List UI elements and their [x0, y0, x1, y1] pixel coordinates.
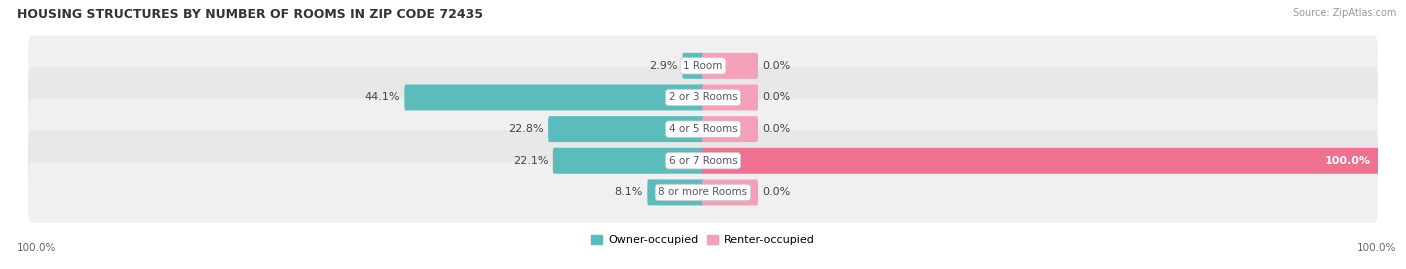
Legend: Owner-occupied, Renter-occupied: Owner-occupied, Renter-occupied	[586, 230, 820, 249]
FancyBboxPatch shape	[28, 67, 1378, 128]
Text: 6 or 7 Rooms: 6 or 7 Rooms	[669, 156, 737, 166]
Text: 100.0%: 100.0%	[1324, 156, 1371, 166]
Text: 8 or more Rooms: 8 or more Rooms	[658, 187, 748, 197]
Text: 8.1%: 8.1%	[614, 187, 643, 197]
FancyBboxPatch shape	[702, 116, 758, 142]
FancyBboxPatch shape	[647, 179, 704, 206]
Text: 22.8%: 22.8%	[508, 124, 544, 134]
Text: 4 or 5 Rooms: 4 or 5 Rooms	[669, 124, 737, 134]
FancyBboxPatch shape	[405, 84, 704, 111]
FancyBboxPatch shape	[682, 53, 704, 79]
Text: 44.1%: 44.1%	[364, 93, 399, 102]
Text: 0.0%: 0.0%	[762, 187, 790, 197]
Text: 1 Room: 1 Room	[683, 61, 723, 71]
FancyBboxPatch shape	[28, 162, 1378, 223]
FancyBboxPatch shape	[28, 99, 1378, 160]
FancyBboxPatch shape	[553, 148, 704, 174]
Text: 0.0%: 0.0%	[762, 93, 790, 102]
Text: 0.0%: 0.0%	[762, 61, 790, 71]
Text: 0.0%: 0.0%	[762, 124, 790, 134]
Text: Source: ZipAtlas.com: Source: ZipAtlas.com	[1292, 8, 1396, 18]
FancyBboxPatch shape	[702, 84, 758, 111]
FancyBboxPatch shape	[28, 36, 1378, 96]
Text: HOUSING STRUCTURES BY NUMBER OF ROOMS IN ZIP CODE 72435: HOUSING STRUCTURES BY NUMBER OF ROOMS IN…	[17, 8, 482, 21]
Text: 22.1%: 22.1%	[513, 156, 548, 166]
Text: 2 or 3 Rooms: 2 or 3 Rooms	[669, 93, 737, 102]
Text: 100.0%: 100.0%	[1357, 243, 1396, 253]
FancyBboxPatch shape	[702, 179, 758, 206]
FancyBboxPatch shape	[548, 116, 704, 142]
FancyBboxPatch shape	[28, 130, 1378, 191]
FancyBboxPatch shape	[702, 148, 1379, 174]
Text: 100.0%: 100.0%	[17, 243, 56, 253]
Text: 2.9%: 2.9%	[650, 61, 678, 71]
FancyBboxPatch shape	[702, 53, 758, 79]
